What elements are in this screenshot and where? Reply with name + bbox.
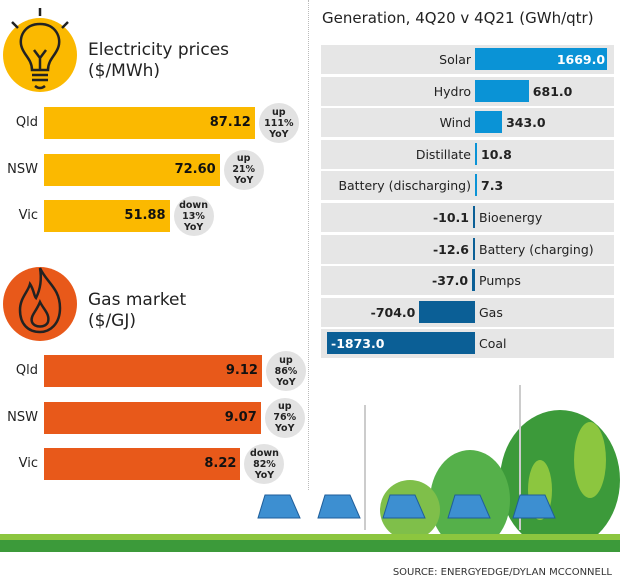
- category-label: Gas: [479, 304, 503, 320]
- price-bar: [44, 200, 170, 232]
- generation-bar: [475, 79, 529, 102]
- category-label: Wind: [439, 115, 471, 131]
- category-label: Coal: [479, 336, 507, 352]
- landscape-illustration: [0, 385, 620, 552]
- category-label: Solar: [439, 52, 471, 67]
- price-bar: [44, 401, 261, 434]
- change-badge: down 13% YoY: [173, 196, 214, 236]
- change-text: YoY: [275, 423, 295, 434]
- change-text: 13%: [182, 210, 205, 222]
- change-text: down: [179, 199, 208, 211]
- value-label: -704.0: [370, 304, 416, 320]
- region-label: Vic: [18, 456, 38, 471]
- category-label: Hydro: [433, 83, 471, 99]
- price-bar: [44, 448, 241, 480]
- gas-unit: ($/GJ): [88, 311, 136, 331]
- electricity-title: Electricity prices: [88, 40, 230, 60]
- region-label: NSW: [7, 161, 38, 177]
- generation-bar: [475, 174, 477, 197]
- category-label: Distillate: [415, 146, 471, 162]
- category-label: Pumps: [479, 273, 521, 289]
- lightbulb-icon: [3, 8, 77, 92]
- change-text: 111%: [264, 117, 294, 129]
- change-text: down: [250, 447, 279, 459]
- price-value: 9.07: [224, 409, 257, 425]
- price-value: 51.88: [124, 208, 166, 223]
- change-badge: up 76% YoY: [264, 397, 305, 438]
- value-label: -12.6: [432, 241, 469, 257]
- generation-bar: [472, 269, 475, 292]
- value-label: 343.0: [506, 115, 546, 131]
- generation-bar: [475, 48, 607, 70]
- generation-bar: [473, 237, 475, 260]
- generation-row: Coal -1873.0: [321, 329, 614, 359]
- change-text: 21%: [232, 164, 256, 175]
- gas-title: Gas market: [88, 290, 187, 310]
- change-text: YoY: [183, 221, 204, 233]
- generation-bar: [419, 300, 475, 323]
- region-label: Qld: [15, 115, 38, 130]
- generation-title: Generation, 4Q20 v 4Q21 (GWh/qtr): [322, 9, 594, 27]
- category-label: Bioenergy: [479, 210, 543, 225]
- price-value: 8.22: [204, 456, 237, 471]
- change-text: YoY: [269, 128, 289, 140]
- region-label: NSW: [7, 409, 38, 425]
- value-label: 681.0: [532, 83, 573, 99]
- price-bar: [44, 355, 262, 387]
- change-badge: up 86% YoY: [265, 351, 306, 391]
- electricity-unit: ($/MWh): [88, 61, 161, 81]
- generation-row: Hydro 681.0: [321, 76, 614, 106]
- generation-bar: [475, 142, 477, 165]
- change-text: up: [277, 401, 292, 412]
- change-text: YoY: [276, 376, 296, 388]
- price-value: 72.60: [174, 161, 216, 177]
- generation-row: Bioenergy -10.1: [321, 203, 614, 232]
- value-label: 1669.0: [556, 52, 606, 67]
- category-label: Battery (charging): [479, 241, 594, 257]
- generation-row: Wind 343.0: [321, 108, 614, 138]
- price-value: 87.12: [209, 115, 251, 130]
- change-text: YoY: [233, 175, 254, 186]
- change-text: up: [272, 106, 286, 118]
- generation-row: Battery (discharging) 7.3: [321, 171, 614, 201]
- value-label: -1873.0: [331, 336, 385, 352]
- value-label: -37.0: [432, 273, 469, 289]
- generation-row: Distillate 10.8: [321, 139, 614, 169]
- change-text: 86%: [274, 365, 298, 377]
- change-text: up: [279, 354, 293, 366]
- change-text: 76%: [273, 412, 297, 423]
- generation-bar: [327, 332, 475, 355]
- change-badge: down 82% YoY: [244, 444, 285, 484]
- price-value: 9.12: [225, 363, 258, 378]
- generation-row: Gas -704.0: [321, 297, 614, 327]
- value-label: 10.8: [481, 146, 512, 162]
- change-text: up: [236, 153, 251, 164]
- change-text: YoY: [254, 469, 275, 481]
- category-label: Battery (discharging): [338, 178, 471, 194]
- value-label: 7.3: [481, 178, 504, 194]
- divider: [308, 0, 309, 490]
- change-badge: up 111% YoY: [258, 103, 299, 143]
- flame-icon: [3, 267, 77, 341]
- change-text: 82%: [253, 458, 276, 470]
- value-label: -10.1: [432, 210, 469, 225]
- region-label: Qld: [15, 363, 38, 378]
- generation-row: Pumps -37.0: [321, 266, 614, 296]
- price-bar: [44, 153, 220, 186]
- price-bar: [44, 107, 255, 139]
- generation-bar: [473, 206, 475, 228]
- source-note: SOURCE: ENERGYEDGE/DYLAN MCCONNELL: [392, 567, 612, 578]
- generation-row: Solar 1669.0: [321, 45, 614, 74]
- change-badge: up 21% YoY: [223, 149, 264, 190]
- generation-row: Battery (charging) -12.6: [321, 234, 614, 264]
- generation-bar: [475, 111, 503, 134]
- region-label: Vic: [18, 208, 38, 223]
